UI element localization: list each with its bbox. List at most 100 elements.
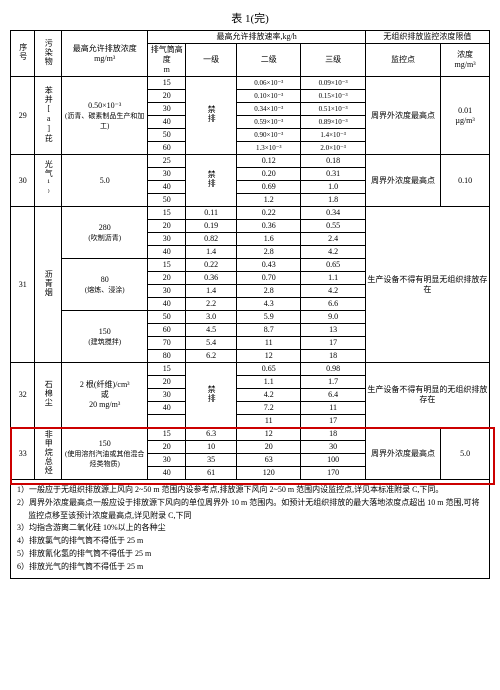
- r31-c1: 280(吹制沥青): [61, 207, 147, 259]
- r30-seq: 30: [11, 155, 35, 207]
- cell: 20: [148, 272, 186, 285]
- cell: 15: [148, 207, 186, 220]
- cell: 0.82: [186, 233, 237, 246]
- cell: 1.4×10⁻³: [301, 129, 365, 142]
- cell: 0.15×10⁻³: [301, 90, 365, 103]
- cell: 4.3: [237, 298, 301, 311]
- table-title: 表 1(完): [10, 10, 490, 26]
- cell: 70: [148, 337, 186, 350]
- cell: 0.90×10⁻³: [237, 129, 301, 142]
- cell: 60: [148, 142, 186, 155]
- cell: 1.6: [237, 233, 301, 246]
- r30-mon: 周界外浓度最高点: [365, 155, 440, 207]
- footnotes: 1）一般应于无组织排放源上风向 2~50 m 范围内设参考点,排放源下风向 2~…: [10, 480, 490, 579]
- r29-pol: 苯并[a]芘: [35, 77, 62, 155]
- r29-mon: 周界外浓度最高点: [365, 77, 440, 155]
- cell: 20: [237, 441, 301, 454]
- cell: 0.06×10⁻³: [237, 77, 301, 90]
- cell: 30: [148, 233, 186, 246]
- note: 6）排放光气的排气筒不得低于 25 m: [17, 561, 483, 574]
- cell: 2.8: [237, 246, 301, 259]
- cell: 17: [301, 337, 365, 350]
- cell: 30: [148, 168, 186, 181]
- cell: 170: [301, 467, 365, 480]
- cell: 40: [148, 402, 186, 415]
- cell: 6.4: [301, 389, 365, 402]
- note: 4）排放氯气的排气筒不得低于 25 m: [17, 535, 483, 548]
- cell: 20: [148, 441, 186, 454]
- cell: 20: [148, 90, 186, 103]
- cell: 0.43: [237, 259, 301, 272]
- r29-conc: 0.50×10⁻³(沥青、碳素制品生产和加工): [61, 77, 147, 155]
- r32-seq: 32: [11, 363, 35, 428]
- h-seq: 序号: [11, 31, 35, 77]
- cell: 40: [148, 246, 186, 259]
- r32-conc: 2 根(纤维)/cm³或20 mg/m³: [61, 363, 147, 428]
- cell: 30: [148, 285, 186, 298]
- h-monpt: 监控点: [365, 44, 440, 77]
- cell: 35: [186, 454, 237, 467]
- h-maxconc: 最高允许排放浓度mg/m³: [61, 31, 147, 77]
- cell: 0.31: [301, 168, 365, 181]
- r33-mon: 周界外浓度最高点: [365, 428, 440, 480]
- r33-lim: 5.0: [441, 428, 490, 480]
- cell: 3.0: [186, 311, 237, 324]
- cell: 1.1: [301, 272, 365, 285]
- r29-seq: 29: [11, 77, 35, 155]
- cell: 0.51×10⁻³: [301, 103, 365, 116]
- r31-seq: 31: [11, 207, 35, 363]
- r31-c3: 150(建筑搅拌): [61, 311, 147, 363]
- cell: 60: [148, 324, 186, 337]
- r30-pol: 光气¹⁾: [35, 155, 62, 207]
- cell: 1.2: [237, 194, 301, 207]
- cell: 11: [301, 402, 365, 415]
- cell: 4.5: [186, 324, 237, 337]
- cell: 0.19: [186, 220, 237, 233]
- r33-seq: 33: [11, 428, 35, 480]
- r33-conc: 150(使用溶剂汽油或其他混合烃类物质): [61, 428, 147, 480]
- cell: 0.89×10⁻³: [301, 116, 365, 129]
- cell: 40: [148, 467, 186, 480]
- r33-pol: 非甲烷总烃: [35, 428, 62, 480]
- cell: 5.9: [237, 311, 301, 324]
- cell: 13: [301, 324, 365, 337]
- cell: 12: [237, 428, 301, 441]
- cell: 11: [237, 415, 301, 428]
- cell: 2.2: [186, 298, 237, 311]
- cell: 15: [148, 363, 186, 376]
- note: 3）均指含游离二氧化硅 10%以上的各种尘: [17, 522, 483, 535]
- cell: 5.4: [186, 337, 237, 350]
- cell: 2.4: [301, 233, 365, 246]
- cell: 18: [301, 350, 365, 363]
- cell: 8.7: [237, 324, 301, 337]
- cell: 40: [148, 298, 186, 311]
- cell: 12: [237, 350, 301, 363]
- cell: 0.36: [237, 220, 301, 233]
- cell: 0.20: [237, 168, 301, 181]
- note: 2）周界外浓度最高点一般应设于排放源下风向的单位周界外 10 m 范围内。如预计…: [17, 497, 483, 523]
- cell: 15: [148, 259, 186, 272]
- cell: 63: [237, 454, 301, 467]
- cell: 25: [148, 155, 186, 168]
- h-pollutant: 污染物: [35, 31, 62, 77]
- cell: 61: [186, 467, 237, 480]
- r29-lim: 0.01µg/m³: [441, 77, 490, 155]
- cell: 18: [301, 428, 365, 441]
- r32-l1: 禁排: [186, 363, 237, 428]
- cell: 0.36: [186, 272, 237, 285]
- cell: 0.18: [301, 155, 365, 168]
- h-l1: 一级: [186, 44, 237, 77]
- cell: 0.09×10⁻³: [301, 77, 365, 90]
- r31-c2: 80(熔炼、浸涂): [61, 259, 147, 311]
- cell: 15: [148, 428, 186, 441]
- emission-table: 序号 污染物 最高允许排放浓度mg/m³ 最高允许排放速率,kg/h 无组织排放…: [10, 30, 490, 480]
- cell: 1.3×10⁻³: [237, 142, 301, 155]
- cell: 30: [301, 441, 365, 454]
- cell: 20: [148, 220, 186, 233]
- cell: 4.2: [237, 389, 301, 402]
- cell: 0.10×10⁻³: [237, 90, 301, 103]
- h-l2: 二级: [237, 44, 301, 77]
- cell: 17: [301, 415, 365, 428]
- cell: 0.11: [186, 207, 237, 220]
- cell: 0.65: [237, 363, 301, 376]
